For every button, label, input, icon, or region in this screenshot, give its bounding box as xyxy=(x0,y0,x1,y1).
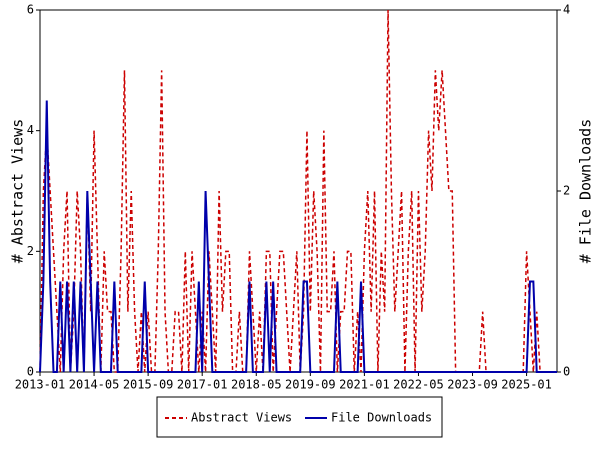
x-tick-label: 2013-01 xyxy=(15,378,66,392)
y2-tick-label: 2 xyxy=(563,184,570,198)
x-tick-label: 2014-05 xyxy=(69,378,120,392)
x-tick-label: 2021-01 xyxy=(339,378,390,392)
y2-tick-label: 4 xyxy=(563,3,570,17)
x-tick-label: 2018-05 xyxy=(231,378,282,392)
x-tick-label: 2022-05 xyxy=(393,378,444,392)
y-tick-label: 0 xyxy=(27,365,34,379)
y-tick-label: 6 xyxy=(27,3,34,17)
legend-box xyxy=(156,396,443,438)
legend-label: Abstract Views xyxy=(191,411,292,425)
series-line xyxy=(39,100,557,373)
x-tick-label: 2019-09 xyxy=(285,378,336,392)
x-tick-label: 2023-09 xyxy=(447,378,498,392)
series-line xyxy=(39,9,557,373)
y-tick-label: 2 xyxy=(27,244,34,258)
y2-tick-label: 0 xyxy=(563,365,570,379)
x-tick-label: 2017-01 xyxy=(177,378,228,392)
y2-axis-label: # File Downloads xyxy=(577,119,595,264)
y-axis-label: # Abstract Views xyxy=(9,119,27,264)
legend-label: File Downloads xyxy=(331,411,432,425)
x-tick-label: 2015-09 xyxy=(123,378,174,392)
y-tick-label: 4 xyxy=(27,123,34,137)
plot-frame xyxy=(39,9,558,373)
x-tick-label: 2025-01 xyxy=(501,378,552,392)
